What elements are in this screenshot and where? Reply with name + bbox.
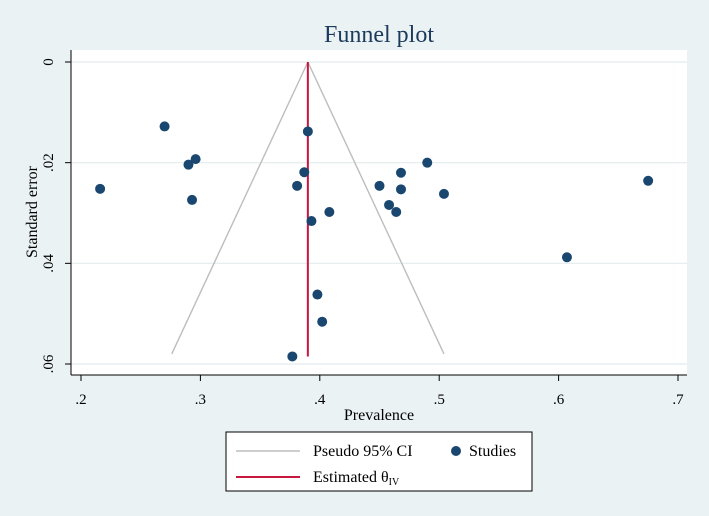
- study-point: [187, 194, 198, 205]
- legend-box: [225, 431, 533, 492]
- legend: Pseudo 95% CI Studies Estimated θIV: [225, 431, 533, 492]
- study-point: [292, 180, 303, 191]
- gridlines: [71, 61, 687, 365]
- y-axis-label: Standard error: [24, 165, 41, 258]
- study-point: [183, 159, 194, 170]
- study-point: [643, 175, 654, 186]
- y-tick-label: 0: [41, 58, 57, 66]
- study-point: [374, 180, 385, 191]
- study-point: [395, 184, 406, 195]
- ci-line-right: [307, 61, 445, 355]
- study-point: [159, 121, 170, 132]
- x-tick-label: .7: [672, 392, 684, 408]
- y-tick-label: .04: [41, 253, 57, 272]
- y-tick-label: .02: [41, 153, 57, 172]
- study-point: [324, 206, 335, 217]
- x-tick-label: .4: [314, 392, 326, 408]
- study-point: [312, 289, 323, 300]
- legend-studies-label: Studies: [469, 443, 516, 460]
- study-point: [95, 183, 106, 194]
- study-point: [306, 216, 317, 227]
- chart-title: Funnel plot: [324, 22, 434, 48]
- study-point: [317, 316, 328, 327]
- study-point: [190, 154, 201, 165]
- study-point: [302, 126, 313, 137]
- study-point: [384, 199, 395, 210]
- y-axis-ticks: 0 .02 .04 .06: [41, 58, 71, 373]
- x-tick-label: .6: [553, 392, 565, 408]
- ci-line-left: [171, 61, 309, 355]
- study-points: [95, 121, 654, 362]
- study-point: [422, 157, 433, 168]
- legend-ci-label: Pseudo 95% CI: [313, 443, 413, 460]
- study-point: [299, 167, 310, 178]
- y-tick-label: .06: [41, 354, 57, 373]
- study-point: [391, 206, 402, 217]
- study-point: [395, 167, 406, 178]
- x-tick-label: .2: [75, 392, 86, 408]
- pseudo-ci-lines: [171, 61, 445, 355]
- study-point: [561, 252, 572, 263]
- x-axis-label: Prevalence: [344, 407, 414, 424]
- study-point: [438, 188, 449, 199]
- legend-estimate-label: Estimated θIV: [313, 469, 400, 488]
- plot-area: [71, 50, 687, 375]
- x-axis-ticks: .2 .3 .4 .5 .6 .7: [75, 375, 684, 408]
- legend-studies-swatch: [451, 446, 461, 456]
- x-tick-label: .5: [434, 392, 445, 408]
- study-point: [287, 351, 298, 362]
- x-tick-label: .3: [195, 392, 206, 408]
